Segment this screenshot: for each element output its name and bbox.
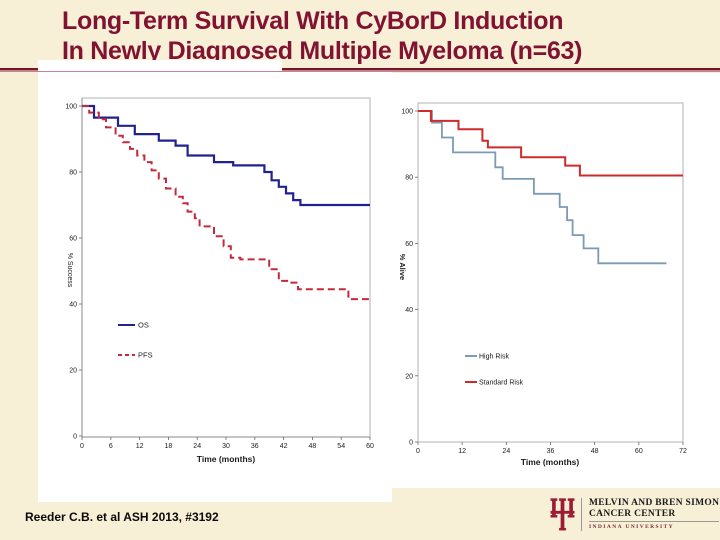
- x-tick-label: 30: [222, 443, 230, 450]
- citation: Reeder C.B. et al ASH 2013, #3192: [25, 510, 219, 524]
- y-tick-label: 20: [405, 373, 413, 380]
- x-axis-label: Time (months): [521, 457, 580, 467]
- y-tick-label: 100: [401, 109, 413, 116]
- y-tick-label: 60: [69, 236, 77, 243]
- title-underline: [0, 68, 720, 72]
- x-tick-label: 18: [165, 443, 173, 450]
- y-tick-label: 40: [405, 307, 413, 314]
- logo-divider: [581, 498, 582, 531]
- series-line-standard-risk: [418, 110, 683, 177]
- x-tick-label: 36: [547, 448, 555, 455]
- x-tick-label: 36: [251, 443, 259, 450]
- y-tick-label: 100: [65, 104, 77, 111]
- x-tick-label: 60: [366, 443, 374, 450]
- chart-right-svg: 0 20 40 60 80 100 0 12 24 36 48 60 72 Time (months) % …: [398, 102, 687, 467]
- y-tick-label: 20: [69, 368, 77, 375]
- x-tick-label: 72: [679, 448, 687, 455]
- x-tick-label: 48: [309, 443, 317, 450]
- logo-rule: [589, 521, 720, 522]
- os-pfs-survival-chart: 0 20 40 60 80 100 0 6 12 18 24 30 36 42 48 54 60 Time (mo…: [38, 72, 392, 502]
- x-axis-label: Time (months): [197, 454, 256, 464]
- y-axis-label: % Success: [66, 253, 73, 288]
- x-tick-label: 24: [193, 443, 201, 450]
- y-tick-label: 40: [69, 302, 77, 309]
- y-tick-label: 80: [405, 175, 413, 182]
- x-tick-label: 54: [337, 443, 345, 450]
- x-tick-label: 48: [591, 448, 599, 455]
- legend-label: PFS: [138, 351, 153, 360]
- iu-trident-icon: [550, 498, 575, 536]
- y-tick-label: 0: [73, 434, 77, 441]
- logo-university: INDIANA UNIVERSITY: [589, 524, 674, 530]
- y-tick-label: 80: [69, 170, 77, 177]
- legend-label: High Risk: [479, 354, 509, 361]
- page-title: Long-Term Survival With CyBorD Induction…: [62, 6, 712, 66]
- iu-cancer-center-logo: MELVIN AND BREN SIMON CANCER CENTER INDI…: [550, 498, 720, 536]
- x-tick-label: 12: [458, 448, 466, 455]
- legend-label: Standard Risk: [479, 380, 523, 387]
- title-line-1: Long-Term Survival With CyBorD Induction: [62, 7, 564, 35]
- x-tick-label: 0: [80, 443, 84, 450]
- y-tick-label: 60: [405, 241, 413, 248]
- risk-group-survival-chart: 0 20 40 60 80 100 0 12 24 36 48 60 72 Time (months) % …: [392, 73, 720, 488]
- logo-org-line1: MELVIN AND BREN SIMON: [589, 498, 720, 508]
- chart-left-svg: 0 20 40 60 80 100 0 6 12 18 24 30 36 42 48 54 60 Time (mo…: [65, 97, 374, 464]
- x-tick-label: 60: [635, 448, 643, 455]
- logo-org-line2: CANCER CENTER: [589, 508, 676, 519]
- x-tick-label: 0: [416, 448, 420, 455]
- legend-label: OS: [138, 321, 149, 330]
- y-axis-label: % Alive: [398, 254, 407, 280]
- plot-area: [81, 97, 371, 438]
- x-tick-label: 12: [136, 443, 144, 450]
- series-line-os: [82, 104, 370, 207]
- plot-area: [417, 102, 684, 443]
- x-tick-label: 6: [109, 443, 113, 450]
- title-highlight-strip: [38, 60, 282, 71]
- x-tick-label: 24: [502, 448, 510, 455]
- series-line-high-risk: [418, 110, 667, 265]
- series-line-pfs: [82, 105, 370, 301]
- y-tick-label: 0: [409, 440, 413, 447]
- x-tick-label: 42: [280, 443, 288, 450]
